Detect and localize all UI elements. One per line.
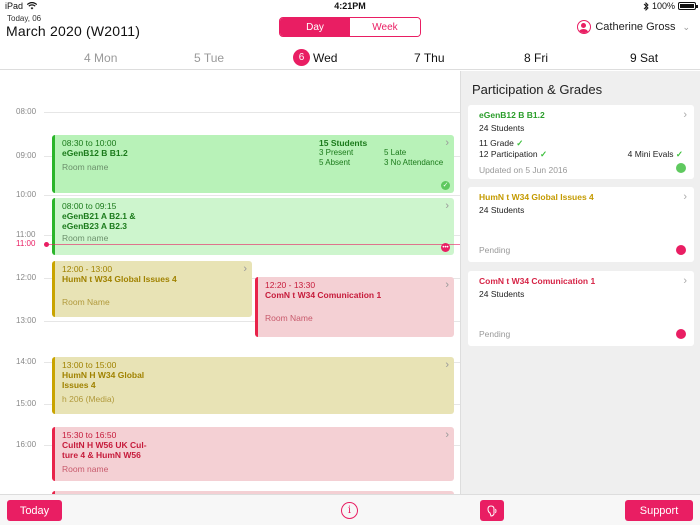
- chevron-right-icon: ›: [445, 359, 449, 371]
- event-egenb21[interactable]: 08:00 to 09:15 eGenB21 A B2.1 & eGenB23 …: [52, 198, 454, 255]
- today-button[interactable]: Today: [7, 500, 62, 521]
- attendance-stats: 15 Students 3 Present 5 Late 5 Absent 3 No…: [319, 138, 444, 167]
- device-label: iPad: [5, 1, 24, 11]
- current-time-line: [44, 244, 460, 245]
- event-room: Room name: [62, 464, 109, 474]
- wifi-icon: [27, 2, 38, 10]
- page-title: March 2020 (W2011): [6, 23, 141, 39]
- event-partial[interactable]: [52, 491, 454, 494]
- tab-week[interactable]: Week: [350, 18, 420, 36]
- support-button[interactable]: Support: [625, 500, 693, 521]
- event-humn-global[interactable]: 12:00 - 13:00 HumN t W34 Global Issues 4…: [52, 261, 252, 317]
- pending-icon: [676, 329, 686, 339]
- grade-card-comn[interactable]: ComN t W34 Comunication 1 24 Students Pe…: [468, 271, 694, 346]
- bluetooth-icon: [643, 1, 649, 11]
- event-egenb12[interactable]: 08:30 to 10:00 eGenB12 B B1.2 Room name …: [52, 135, 454, 193]
- speaker-icon[interactable]: [480, 500, 504, 521]
- grade-card-humn[interactable]: HumN t W34 Global Issues 4 24 Students P…: [468, 187, 694, 262]
- chevron-right-icon: ›: [445, 137, 449, 149]
- tab-day[interactable]: Day: [280, 18, 350, 36]
- check-icon: ✓: [539, 149, 548, 159]
- chevron-right-icon: ›: [243, 263, 247, 275]
- more-dots-icon: •••: [441, 243, 450, 252]
- participation-panel: Participation & Grades eGenB12 B B1.2 24…: [460, 71, 700, 494]
- grade-card-egenb12[interactable]: eGenB12 B B1.2 24 Students 11 Grade ✓ 12…: [468, 105, 694, 179]
- pending-icon: [676, 245, 686, 255]
- event-humn-h[interactable]: 13:00 to 15:00 HumN H W34 Global Issues …: [52, 357, 454, 414]
- check-circle-icon: [676, 163, 686, 173]
- chevron-right-icon: ›: [683, 191, 687, 203]
- event-room: Room Name: [62, 297, 110, 307]
- day-tue[interactable]: 5 Tue: [194, 51, 225, 65]
- day-timeline[interactable]: 08:00 09:00 10:00 11:00 12:00 13:00 14:0…: [0, 71, 460, 494]
- view-toggle: Day Week: [279, 17, 421, 37]
- battery-icon: [678, 2, 698, 10]
- check-icon: ✓: [516, 138, 524, 148]
- event-room: Room name: [62, 162, 109, 172]
- chevron-right-icon: ›: [683, 275, 687, 287]
- day-thu[interactable]: 7 Thu: [414, 51, 445, 65]
- event-cultn[interactable]: 15:30 to 16:50 CultN H W56 UK Cul- ture …: [52, 427, 454, 481]
- avatar-icon: [577, 20, 592, 34]
- event-room: Room Name: [265, 313, 313, 323]
- status-bar: iPad 4:21PM 100%: [0, 0, 700, 13]
- current-time-dot: [44, 242, 49, 247]
- chevron-down-icon: ⌄: [682, 21, 690, 32]
- chevron-right-icon: ›: [445, 279, 449, 291]
- event-comn-comunication[interactable]: 12:20 - 13:30 ComN t W34 Comunication 1 …: [255, 277, 454, 337]
- bottom-toolbar: Today i Support: [0, 494, 700, 525]
- today-label: Today, 06: [7, 14, 42, 23]
- day-mon[interactable]: 4 Mon: [84, 51, 118, 65]
- event-room: Room name: [62, 233, 109, 243]
- chevron-right-icon: ›: [445, 200, 449, 212]
- clock: 4:21PM: [334, 1, 366, 11]
- check-circle-icon: ✓: [441, 181, 450, 190]
- day-fri[interactable]: 8 Fri: [524, 51, 549, 65]
- check-icon: ✓: [675, 149, 683, 159]
- day-wed[interactable]: 6 Wed: [293, 49, 337, 66]
- battery-percent: 100%: [651, 1, 675, 11]
- day-sat[interactable]: 9 Sat: [630, 51, 659, 65]
- current-time-label: 11:00: [16, 239, 36, 248]
- speaker-glyph: [487, 504, 497, 517]
- user-menu[interactable]: Catherine Gross ⌄: [577, 20, 690, 34]
- chevron-right-icon: ›: [683, 109, 687, 121]
- chevron-right-icon: ›: [445, 429, 449, 441]
- panel-title: Participation & Grades: [472, 82, 603, 97]
- selected-day-badge: 6: [293, 49, 310, 66]
- user-name: Catherine Gross: [595, 21, 676, 33]
- event-room: h 206 (Media): [62, 394, 115, 404]
- day-selector: 4 Mon 5 Tue 6 Wed 7 Thu 8 Fri 9 Sat: [0, 48, 700, 70]
- info-icon[interactable]: i: [341, 502, 358, 519]
